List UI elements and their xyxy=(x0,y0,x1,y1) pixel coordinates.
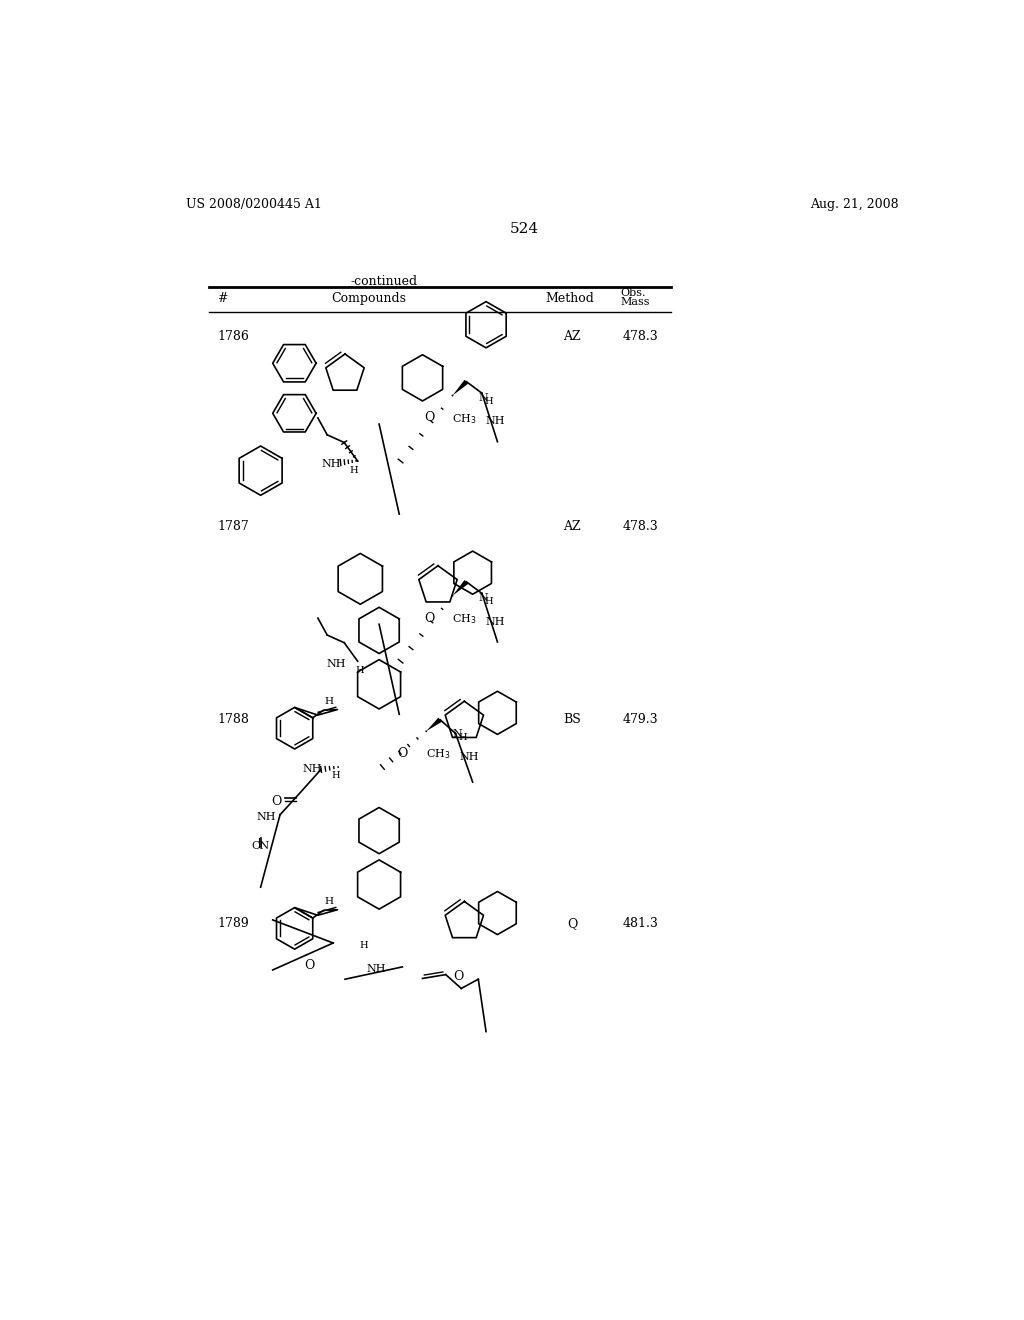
Text: NH: NH xyxy=(367,964,386,974)
Text: NH: NH xyxy=(460,752,479,762)
Text: 478.3: 478.3 xyxy=(623,520,658,533)
Text: O: O xyxy=(397,747,408,760)
Text: 479.3: 479.3 xyxy=(623,713,658,726)
Text: O: O xyxy=(454,970,464,983)
Text: H: H xyxy=(325,697,334,706)
Text: O: O xyxy=(424,412,434,425)
Text: H: H xyxy=(355,667,364,675)
Text: N: N xyxy=(478,593,488,603)
Text: #: # xyxy=(217,293,227,305)
Text: NH: NH xyxy=(485,416,505,426)
Polygon shape xyxy=(426,718,441,731)
Text: 481.3: 481.3 xyxy=(623,917,658,929)
Text: O: O xyxy=(271,795,282,808)
Text: H: H xyxy=(325,898,334,907)
Text: H: H xyxy=(350,466,358,475)
Text: CH$_3$: CH$_3$ xyxy=(452,412,476,425)
Text: 1789: 1789 xyxy=(217,917,249,929)
Text: 478.3: 478.3 xyxy=(623,330,658,343)
Text: US 2008/0200445 A1: US 2008/0200445 A1 xyxy=(186,198,322,211)
Text: Aug. 21, 2008: Aug. 21, 2008 xyxy=(810,198,899,211)
Text: Mass: Mass xyxy=(621,297,649,308)
Text: NH: NH xyxy=(327,659,346,669)
Text: 1786: 1786 xyxy=(217,330,249,343)
Text: 524: 524 xyxy=(510,222,540,235)
Text: H: H xyxy=(359,941,368,950)
Text: Compounds: Compounds xyxy=(331,293,406,305)
Text: N: N xyxy=(453,729,462,739)
Text: 1787: 1787 xyxy=(217,520,249,533)
Polygon shape xyxy=(453,380,468,396)
Text: H: H xyxy=(484,598,494,606)
Text: Method: Method xyxy=(546,293,594,305)
Text: NH: NH xyxy=(485,616,505,627)
Text: AZ: AZ xyxy=(563,520,581,533)
Text: Obs.: Obs. xyxy=(621,288,645,298)
Text: AZ: AZ xyxy=(563,330,581,343)
Text: H: H xyxy=(484,397,494,407)
Text: Q: Q xyxy=(567,917,578,929)
Text: O: O xyxy=(304,958,315,972)
Text: H: H xyxy=(459,733,467,742)
Text: H: H xyxy=(331,771,340,780)
Text: CH$_3$: CH$_3$ xyxy=(426,747,451,762)
Text: N: N xyxy=(478,393,488,403)
Text: NH: NH xyxy=(322,459,341,469)
Polygon shape xyxy=(453,579,468,595)
Text: -continued: -continued xyxy=(350,276,418,289)
Text: CH$_3$: CH$_3$ xyxy=(452,612,476,626)
Text: 1788: 1788 xyxy=(217,713,249,726)
Text: NH: NH xyxy=(302,764,322,775)
Text: BS: BS xyxy=(563,713,581,726)
Text: O: O xyxy=(424,611,434,624)
Text: CN: CN xyxy=(252,841,269,851)
Text: NH: NH xyxy=(257,812,276,822)
